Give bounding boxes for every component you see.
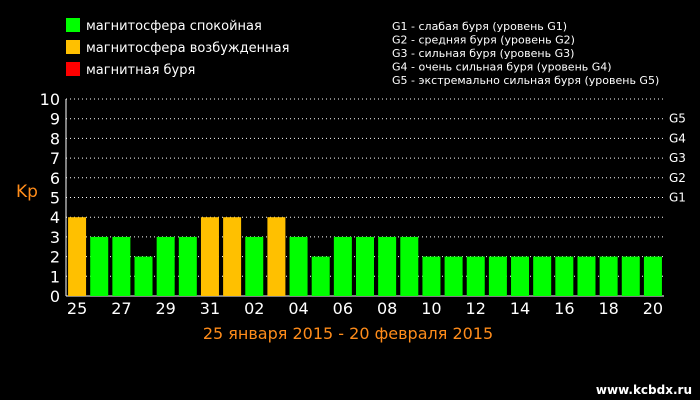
bar-08-14 xyxy=(378,236,397,296)
bar-31-6 xyxy=(200,217,219,296)
x-tick-27: 27 xyxy=(111,299,131,318)
bar-29-4 xyxy=(156,236,175,296)
x-tick-31: 31 xyxy=(200,299,220,318)
x-tick-labels: 25 27 29 31 02 04 06 08 10 12 14 16 18 20 xyxy=(67,299,663,318)
x-tick-08: 08 xyxy=(377,299,397,318)
bar-16-22 xyxy=(555,256,574,296)
storm-level-3: G4 - очень сильная буря (уровень G4) xyxy=(392,61,612,74)
bar-13-19 xyxy=(488,256,507,296)
bars xyxy=(68,217,662,296)
bar-30-5 xyxy=(178,236,197,296)
x-tick-10: 10 xyxy=(421,299,441,318)
y-axis-label: Kp xyxy=(16,182,38,202)
bar-07-13 xyxy=(356,236,374,296)
x-tick-12: 12 xyxy=(466,299,486,318)
bar-01-7 xyxy=(223,217,242,296)
bar-25-0 xyxy=(68,217,87,296)
bar-09-15 xyxy=(400,236,419,296)
legend-swatch-2 xyxy=(66,62,80,76)
g-tick-G3: G3 xyxy=(669,151,686,165)
bar-06-12 xyxy=(333,236,352,296)
g-tick-G1: G1 xyxy=(669,191,686,205)
storm-level-legend: G1 - слабая буря (уровень G1)G2 - средня… xyxy=(392,20,659,87)
y-tick-9: 9 xyxy=(50,110,60,129)
storm-level-0: G1 - слабая буря (уровень G1) xyxy=(392,20,567,33)
storm-level-2: G3 - сильная буря (уровень G3) xyxy=(392,47,574,60)
y-tick-1: 1 xyxy=(50,267,60,286)
g-tick-G5: G5 xyxy=(669,112,686,126)
x-tick-20: 20 xyxy=(643,299,663,318)
y-tick-4: 4 xyxy=(50,208,60,227)
x-tick-25: 25 xyxy=(67,299,87,318)
y-tick-8: 8 xyxy=(50,129,60,148)
legend-swatch-0 xyxy=(66,18,80,32)
x-tick-06: 06 xyxy=(333,299,353,318)
g-tick-G2: G2 xyxy=(669,171,686,185)
bar-17-23 xyxy=(577,256,596,296)
x-axis-label: 25 января 2015 - 20 февраля 2015 xyxy=(203,324,493,343)
y-tick-0: 0 xyxy=(50,287,60,306)
y-tick-3: 3 xyxy=(50,228,60,247)
x-tick-16: 16 xyxy=(554,299,574,318)
bar-14-20 xyxy=(511,256,530,296)
bar-05-11 xyxy=(311,256,330,296)
y-tick-10: 10 xyxy=(40,90,60,109)
x-tick-29: 29 xyxy=(155,299,175,318)
x-tick-14: 14 xyxy=(510,299,530,318)
x-tick-18: 18 xyxy=(598,299,618,318)
bar-02-8 xyxy=(245,236,264,296)
y-tick-5: 5 xyxy=(50,189,60,208)
legend-label-1: магнитосфера возбужденная xyxy=(86,41,289,56)
x-tick-04: 04 xyxy=(288,299,308,318)
bar-04-10 xyxy=(289,236,308,296)
legend-label-0: магнитосфера спокойная xyxy=(86,19,262,34)
bar-15-21 xyxy=(533,256,552,296)
g-tick-G4: G4 xyxy=(669,131,686,145)
bar-20-26 xyxy=(643,256,662,296)
bar-11-17 xyxy=(444,256,463,296)
legend-label-2: магнитная буря xyxy=(86,63,195,78)
bar-28-3 xyxy=(134,256,153,296)
bar-19-25 xyxy=(621,256,640,296)
legend: магнитосфера спокойная магнитосфера возбу… xyxy=(66,18,289,78)
x-tick-02: 02 xyxy=(244,299,264,318)
storm-level-1: G2 - средняя буря (уровень G2) xyxy=(392,34,575,47)
g-level-tick-labels: G1 G2 G3 G4 G5 xyxy=(669,112,686,205)
storm-level-4: G5 - экстремально сильная буря (уровень … xyxy=(392,74,659,87)
y-tick-6: 6 xyxy=(50,169,60,188)
bar-27-2 xyxy=(112,236,131,296)
bar-03-9 xyxy=(267,217,286,296)
y-tick-7: 7 xyxy=(50,149,60,168)
legend-swatch-1 xyxy=(66,40,80,54)
bar-10-16 xyxy=(422,256,441,296)
bar-26-1 xyxy=(90,236,109,296)
y-tick-2: 2 xyxy=(50,248,60,267)
bar-18-24 xyxy=(599,256,618,296)
bar-12-18 xyxy=(466,256,485,296)
watermark: www.kcbdx.ru xyxy=(596,383,692,397)
